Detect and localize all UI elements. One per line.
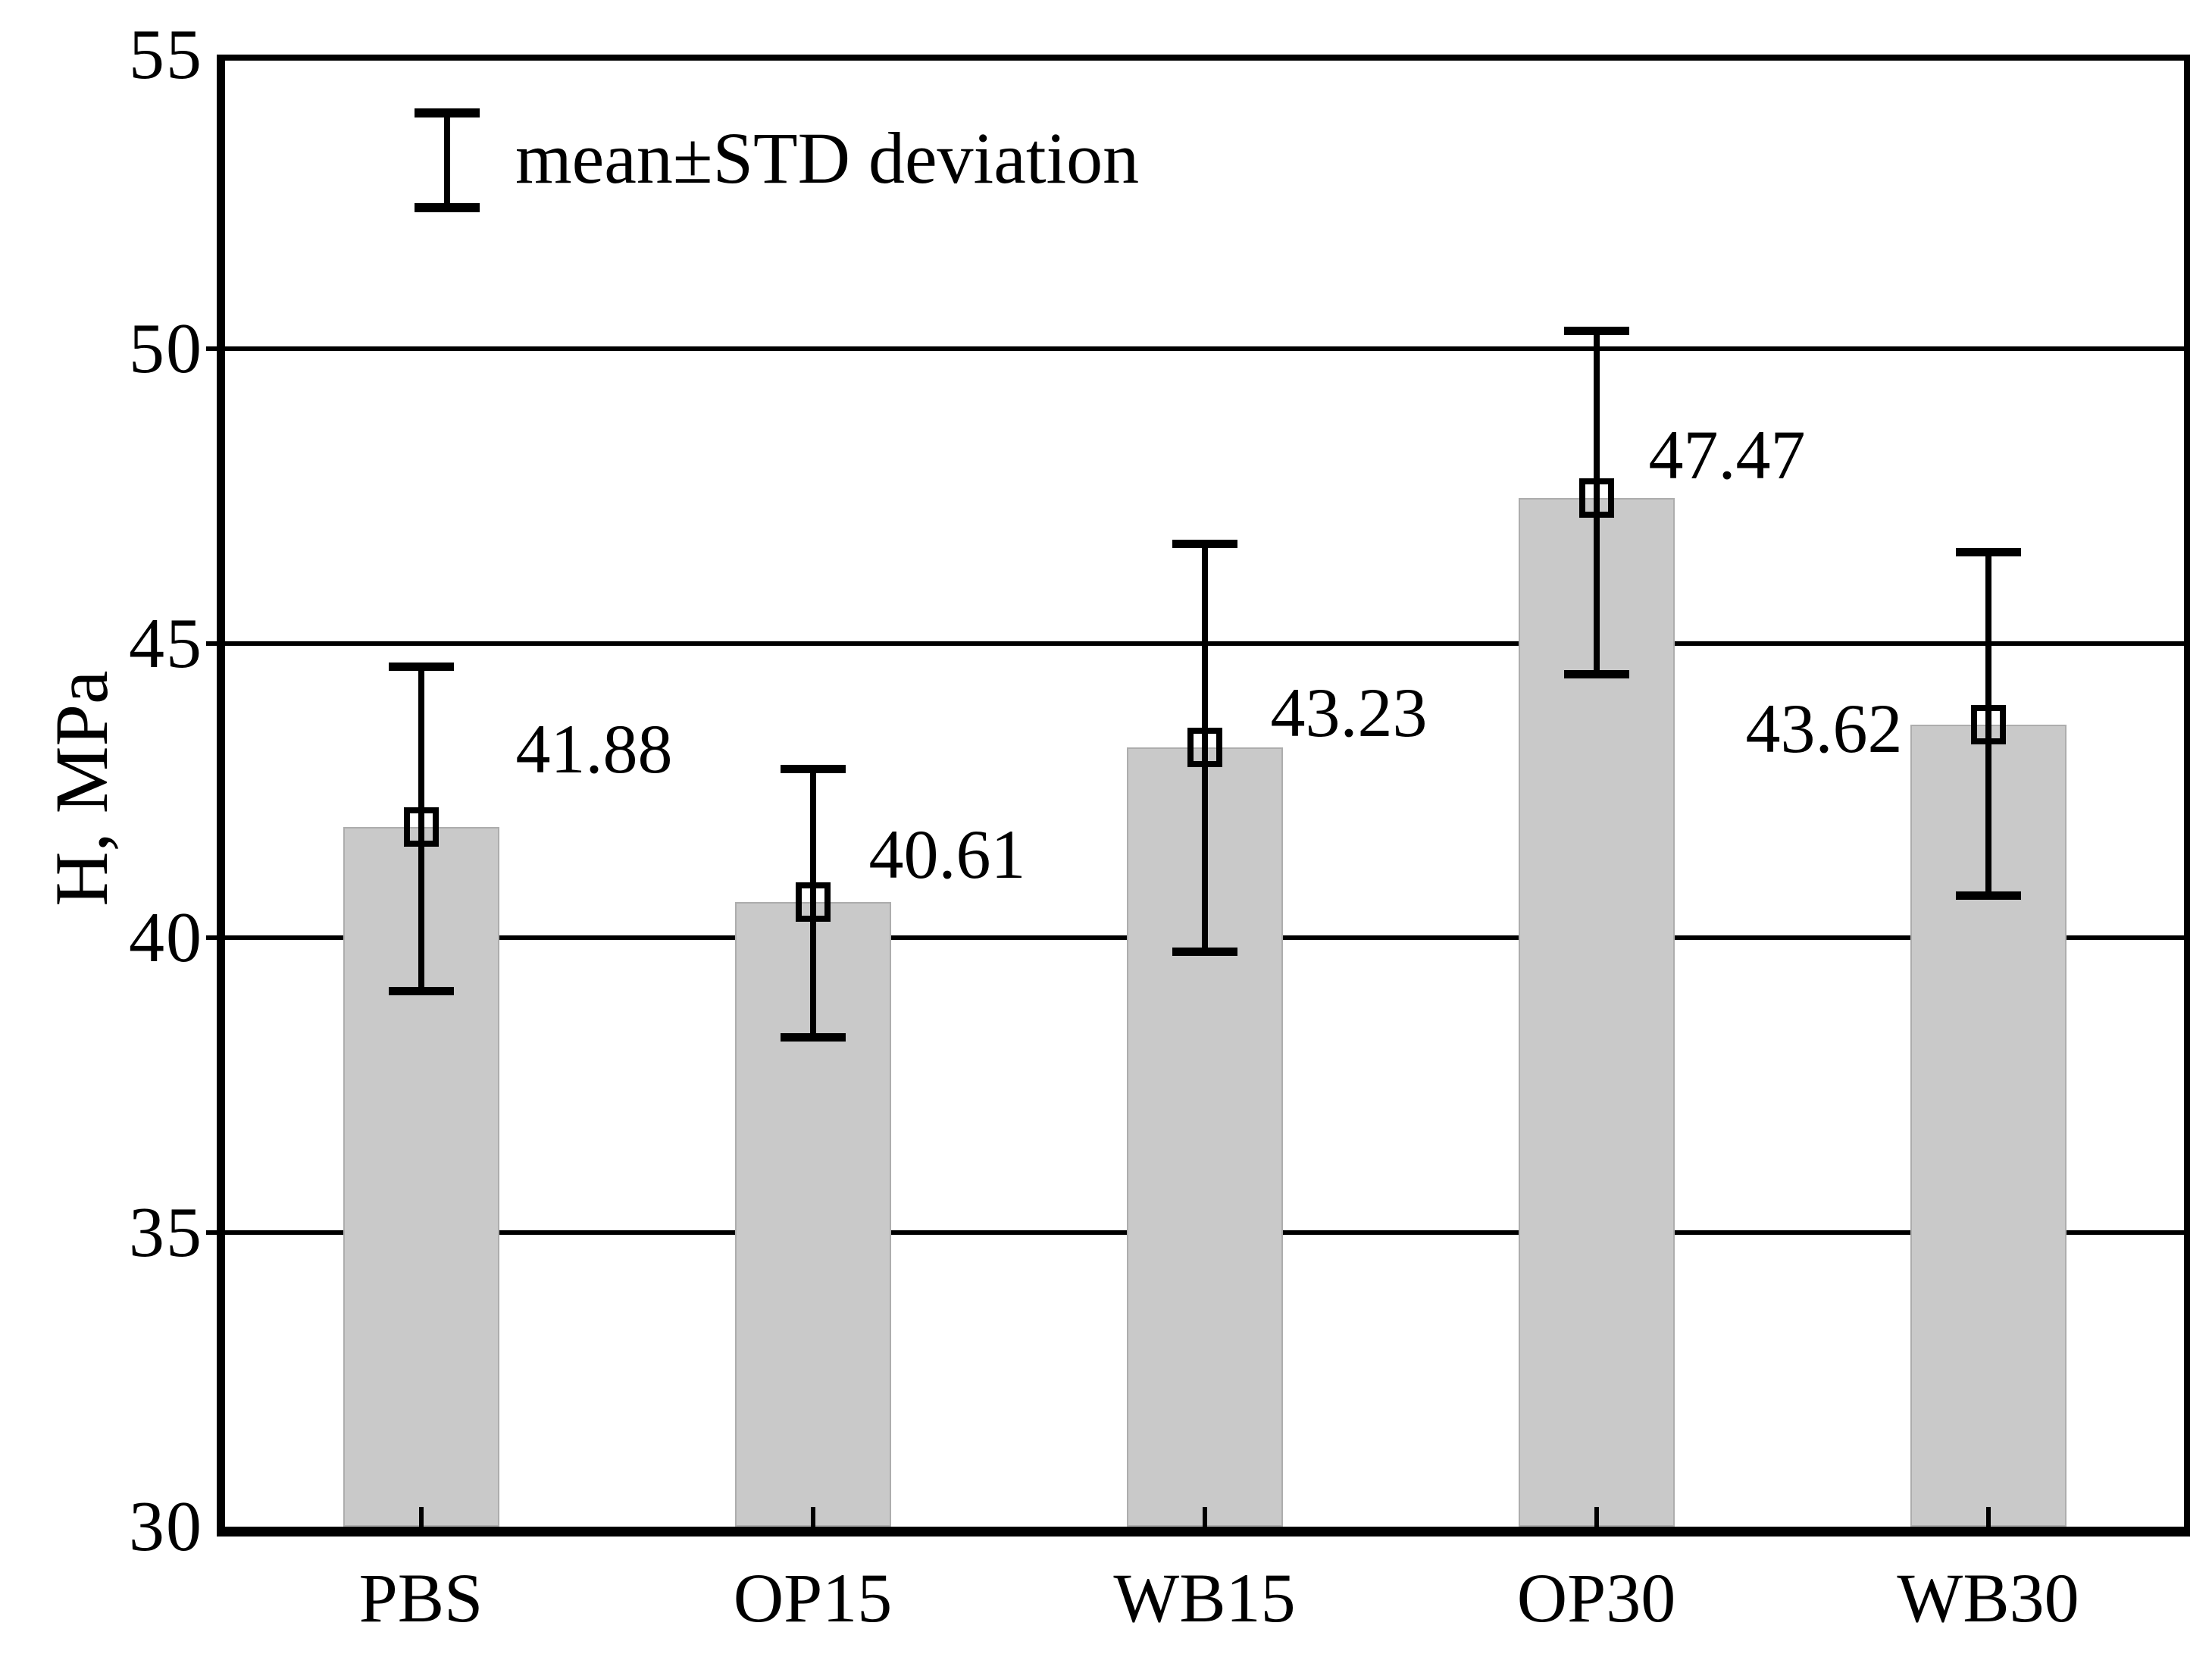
x-tick-WB30	[1985, 1507, 1991, 1527]
value-label-PBS: 41.88	[515, 710, 673, 788]
value-label-WB30: 43.62	[1745, 689, 1903, 767]
y-tick-40	[206, 935, 218, 941]
x-tick-WB15	[1202, 1507, 1207, 1527]
error-bar-cap-bottom	[780, 1033, 846, 1042]
error-bar-line	[1201, 540, 1208, 954]
error-bar-cap-top	[388, 662, 454, 671]
error-bar-line	[1593, 328, 1600, 678]
x-tick-label-OP15: OP15	[733, 1559, 893, 1637]
error-bar-cap-bottom	[1563, 670, 1629, 679]
mean-marker-WB15	[1187, 728, 1222, 768]
y-tick-45	[206, 641, 218, 646]
y-tick-label-55: 55	[129, 15, 203, 94]
mean-marker-PBS	[403, 807, 439, 847]
value-label-OP30: 47.47	[1648, 415, 1806, 493]
y-tick-label-40: 40	[129, 898, 203, 978]
error-bar-cap-bottom	[1955, 891, 2021, 901]
mean-marker-WB30	[1970, 704, 2006, 744]
value-label-WB15: 43.23	[1270, 674, 1428, 752]
y-tick-label-50: 50	[129, 309, 203, 389]
error-bar-line	[809, 766, 816, 1041]
y-tick-35	[206, 1230, 218, 1235]
x-tick-label-WB15: WB15	[1113, 1559, 1296, 1637]
y-axis-title: H, MPa	[39, 670, 124, 907]
gridline-50	[225, 346, 2184, 352]
plot-border-right	[2184, 55, 2190, 1527]
y-tick-label-30: 30	[129, 1487, 203, 1566]
x-axis-line	[217, 1527, 2190, 1537]
x-tick-OP30	[1594, 1507, 1599, 1527]
x-tick-label-WB30: WB30	[1897, 1559, 2079, 1637]
x-tick-label-PBS: PBS	[358, 1559, 483, 1637]
y-tick-label-45: 45	[129, 603, 203, 683]
error-bar-cap-top	[1172, 539, 1237, 548]
error-bar-cap-top	[1955, 547, 2021, 556]
y-tick-label-35: 35	[129, 1192, 203, 1272]
error-bar-cap-bottom	[1172, 947, 1237, 956]
mean-marker-OP30	[1578, 478, 1614, 518]
x-tick-OP15	[810, 1507, 815, 1527]
y-axis-line	[217, 55, 225, 1536]
error-bar-cap-bottom	[388, 986, 454, 995]
x-tick-label-OP30: OP30	[1516, 1559, 1676, 1637]
legend-label: mean±STD deviation	[515, 117, 1140, 199]
error-bar-cap-top	[1563, 327, 1629, 336]
error-bar-line	[418, 663, 424, 994]
error-bar-cap-top	[780, 765, 846, 774]
y-tick-50	[206, 346, 218, 352]
value-label-OP15: 40.61	[868, 815, 1026, 893]
mean-marker-OP15	[795, 882, 831, 922]
x-tick-PBS	[418, 1507, 424, 1527]
error-bar-line	[1985, 549, 1991, 899]
plot-border-top	[225, 55, 2190, 61]
